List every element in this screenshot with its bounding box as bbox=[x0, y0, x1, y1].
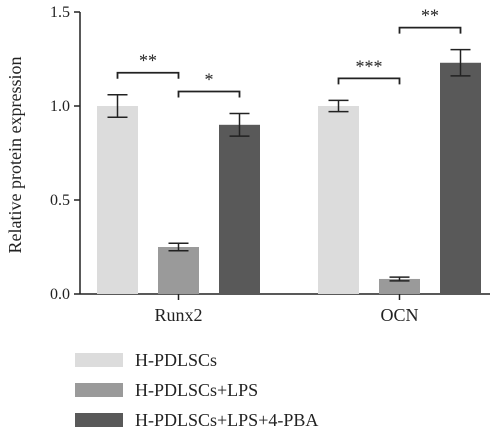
y-tick-label: 0.5 bbox=[50, 192, 70, 209]
significance-bracket bbox=[177, 90, 241, 98]
significance-bracket bbox=[398, 26, 462, 34]
significance-label: ** bbox=[139, 51, 157, 71]
legend-swatch-0 bbox=[75, 353, 123, 367]
y-tick-label: 1.5 bbox=[50, 4, 70, 21]
bars bbox=[97, 48, 481, 295]
legend-swatch-2 bbox=[75, 413, 123, 427]
legend: H-PDLSCs H-PDLSCs+LPS H-PDLSCs+LPS+4-PBA bbox=[75, 350, 318, 430]
significance-label: * bbox=[205, 70, 214, 90]
axes: 0.0 0.5 1.0 1.5 Relative protein expression R… bbox=[5, 4, 490, 325]
bar-ocn-0 bbox=[318, 106, 359, 294]
bar-runx2-0 bbox=[97, 106, 138, 294]
x-tick-label: Runx2 bbox=[154, 305, 202, 325]
bar-runx2-2 bbox=[219, 124, 260, 294]
significance-bracket bbox=[337, 77, 401, 85]
legend-label-0: H-PDLSCs bbox=[135, 350, 217, 370]
significance-markers: ******** bbox=[116, 6, 462, 98]
bar-runx2-1 bbox=[158, 247, 199, 294]
legend-swatch-1 bbox=[75, 383, 123, 397]
significance-label: ** bbox=[421, 6, 439, 26]
legend-label-1: H-PDLSCs+LPS bbox=[135, 380, 258, 400]
bar-ocn-2 bbox=[440, 62, 481, 295]
legend-label-2: H-PDLSCs+LPS+4-PBA bbox=[135, 410, 318, 430]
significance-bracket bbox=[116, 71, 180, 79]
y-axis-title: Relative protein expression bbox=[5, 57, 25, 254]
y-tick-label: 1.0 bbox=[50, 98, 70, 115]
y-tick-label: 0.0 bbox=[50, 286, 70, 303]
bar-ocn-1 bbox=[379, 278, 420, 294]
significance-label: *** bbox=[356, 56, 383, 76]
x-tick-label: OCN bbox=[380, 305, 418, 325]
